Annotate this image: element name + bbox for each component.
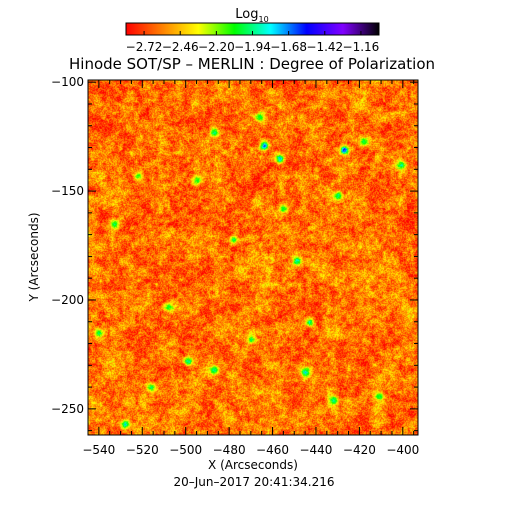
y-tick-label: −250: [51, 402, 84, 416]
timestamp: 20–Jun–2017 20:41:34.216: [174, 475, 335, 489]
x-axis-ticks: −540 −520 −500 −480 −460 −440 −420 −400: [82, 80, 419, 457]
colorbar: Log10 −2.72 −2.46 −2.20 −1.94 −1.68 −1.42 −1.1…: [125, 7, 380, 54]
colorbar-title: Log10: [235, 7, 268, 24]
x-tick-label: −400: [386, 443, 419, 457]
colorbar-tick-label: −1.68: [270, 40, 307, 54]
plot-frame: [87, 79, 419, 436]
x-tick-label: −520: [126, 443, 159, 457]
colorbar-title-subscript: 10: [259, 15, 269, 24]
plot-area: −540 −520 −500 −480 −460 −440 −420 −400 −100 −15…: [51, 75, 419, 457]
y-axis-label: Y (Arcseconds): [27, 212, 41, 302]
x-tick-label: −420: [343, 443, 376, 457]
y-tick-label: −150: [51, 184, 84, 198]
y-tick-label: −200: [51, 293, 84, 307]
colorbar-tick-label: −1.94: [234, 40, 271, 54]
x-tick-label: −480: [213, 443, 246, 457]
x-tick-label: −500: [169, 443, 202, 457]
colorbar-ticks: −2.72 −2.46 −2.20 −1.94 −1.68 −1.42 −1.16: [126, 31, 380, 54]
colorbar-tick-label: −2.20: [198, 40, 235, 54]
colorbar-tick-label: −2.46: [162, 40, 199, 54]
x-axis-label: X (Arcseconds): [208, 458, 298, 472]
colorbar-tick-label: −2.72: [126, 40, 163, 54]
y-tick-label: −100: [51, 75, 84, 89]
colorbar-tick-label: −1.16: [343, 40, 380, 54]
y-axis-ticks: −100 −150 −200 −250: [51, 75, 418, 432]
colorbar-tick-label: −1.42: [306, 40, 343, 54]
x-tick-label: −540: [82, 443, 115, 457]
x-tick-label: −460: [256, 443, 289, 457]
x-tick-label: −440: [299, 443, 332, 457]
colorbar-title-main: Log: [235, 7, 258, 22]
chart-title: Hinode SOT/SP – MERLIN : Degree of Polar…: [69, 55, 435, 73]
polarization-map: [88, 80, 418, 435]
